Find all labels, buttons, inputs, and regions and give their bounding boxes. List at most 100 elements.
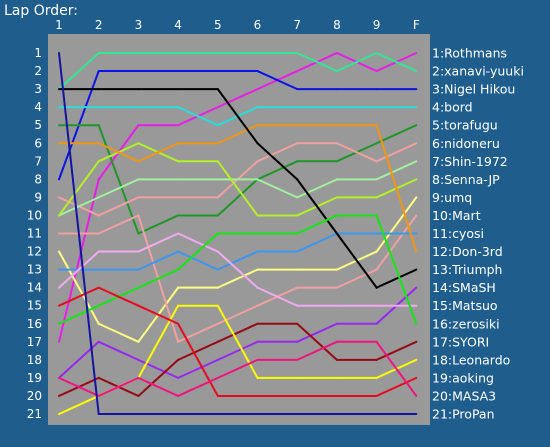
series-segment (296, 178, 338, 235)
series-segment (97, 196, 140, 217)
series-segment (375, 214, 418, 271)
series-segment (216, 304, 259, 379)
series-end-label: 20:MASA3 (432, 388, 496, 403)
series-segment (97, 178, 140, 199)
series-segment (177, 376, 219, 397)
series-line (58, 196, 418, 343)
y-tick-label: 10 (27, 208, 42, 222)
series-segment (335, 232, 378, 289)
series-segment (137, 304, 180, 379)
series-segment (296, 322, 338, 361)
series-end-label: 5:torafugu (432, 118, 498, 133)
y-tick-label: 16 (27, 317, 42, 331)
series-segment (375, 142, 418, 163)
y-tick-label: 2 (34, 64, 42, 78)
series-line (58, 88, 418, 289)
series-segment (97, 322, 140, 343)
series-segment (177, 106, 219, 127)
series-segment (177, 232, 219, 271)
series-line (58, 160, 418, 217)
series-segment (97, 124, 140, 235)
series-segment (375, 196, 418, 253)
series-segment (256, 286, 299, 307)
y-tick-label: 21 (27, 407, 42, 421)
series-segment (256, 70, 299, 91)
series-segment (58, 250, 100, 289)
series-segment (296, 52, 338, 73)
series-segment (177, 250, 219, 271)
y-tick-label: 18 (27, 353, 42, 367)
series-segment (137, 250, 180, 271)
series-segment (137, 358, 180, 397)
series-segment (256, 178, 299, 199)
y-tick-label: 15 (27, 299, 42, 313)
series-segment (177, 340, 219, 361)
y-tick-label: 14 (27, 281, 42, 295)
series-end-label: 11:cyosi (432, 226, 484, 241)
series-segment (375, 52, 418, 73)
y-tick-label: 13 (27, 263, 42, 277)
x-tick-label: 5 (214, 18, 222, 32)
series-segment (97, 214, 140, 235)
series-segment (296, 178, 338, 199)
series-segment (335, 52, 378, 73)
y-tick-label: 7 (34, 154, 42, 168)
series-segment (216, 88, 259, 109)
series-segment (256, 160, 299, 181)
chart-title: Lap Order: (4, 3, 78, 19)
series-segment (137, 304, 180, 325)
series-segment (177, 322, 219, 343)
y-tick-label: 5 (34, 118, 42, 132)
y-tick-label: 12 (27, 245, 42, 259)
series-end-label: 8:Senna-JP (432, 172, 500, 187)
x-tick-label: 9 (373, 18, 381, 32)
series-segment (375, 376, 418, 397)
x-tick-label: 8 (333, 18, 341, 32)
series-segment (216, 88, 259, 145)
series-end-label: 17:SYORI (432, 334, 489, 349)
series-segment (216, 124, 259, 145)
series-segment (97, 340, 140, 361)
series-line (58, 124, 418, 235)
series-end-label: 12:Don-3rd (432, 244, 503, 259)
series-end-label: 21:ProPan (432, 407, 495, 422)
series-segment (137, 232, 180, 253)
series-segment (137, 358, 180, 379)
series-segment (335, 142, 378, 163)
series-segment (97, 376, 140, 397)
series-segment (375, 268, 418, 289)
x-tick-label: 2 (95, 18, 103, 32)
series-line (58, 142, 418, 217)
series-end-label: 16:zerosiki (432, 316, 500, 331)
series-segment (58, 286, 100, 307)
series-segment (177, 322, 219, 397)
series-line (58, 52, 418, 415)
series-line (58, 214, 418, 325)
series-segment (137, 376, 180, 397)
series-end-label: 10:Mart (432, 208, 481, 223)
series-end-label: 19:aoking (432, 370, 494, 385)
series-segment (296, 340, 338, 361)
series-end-label: 9:umq (432, 190, 472, 205)
series-segment (216, 268, 259, 289)
y-tick-label: 19 (27, 371, 42, 385)
x-tick-label: 3 (135, 18, 143, 32)
series-segment (216, 358, 259, 379)
series-line (58, 124, 418, 253)
series-segment (137, 142, 180, 163)
series-end-label: 2:xanavi-yuuki (432, 64, 524, 79)
series-end-label: 18:Leonardo (432, 352, 510, 367)
series-end-label: 7:Shin-1972 (432, 154, 508, 169)
series-segment (375, 340, 418, 397)
series-segment (216, 340, 259, 361)
series-end-label: 1:Rothmans (432, 46, 507, 61)
series-segment (216, 250, 259, 271)
series-segment (58, 52, 100, 91)
series-segment (216, 322, 259, 343)
series-line (58, 286, 418, 397)
series-segment (97, 142, 140, 163)
series-end-label: 14:SMaSH (432, 280, 496, 295)
series-segment (216, 160, 259, 217)
series-line (58, 340, 418, 397)
